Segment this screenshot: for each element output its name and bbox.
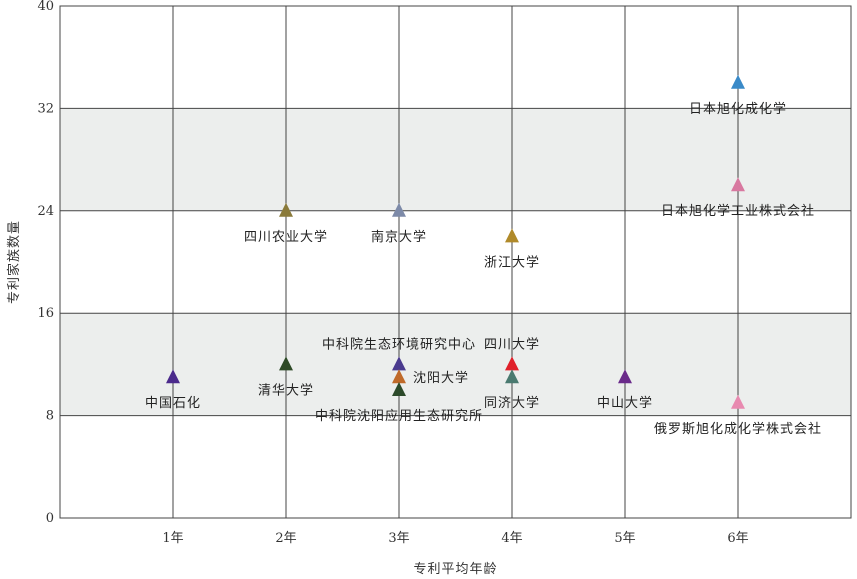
point-marker (392, 382, 406, 396)
x-tick-label: 1年 (162, 531, 183, 546)
point-marker (392, 369, 406, 384)
point-label: 中科院生态环境研究中心 (322, 337, 476, 352)
point-label: 日本旭化成化学 (689, 101, 787, 117)
data-points (166, 74, 745, 409)
x-tick-label: 2年 (275, 531, 296, 546)
y-tick-label: 40 (37, 0, 54, 14)
y-tick-label: 32 (37, 101, 54, 116)
point-marker (279, 356, 293, 371)
point-label: 清华大学 (258, 382, 314, 398)
grid-lines (60, 5, 851, 519)
point-label: 俄罗斯旭化成化学株式会社 (654, 421, 822, 437)
x-tick-labels: 1年 2年 3年 4年 5年 6年 (162, 531, 748, 546)
point-marker (731, 394, 745, 409)
point-label: 四川农业大学 (244, 229, 328, 245)
y-tick-labels: 0 8 16 24 32 40 (37, 0, 54, 526)
point-marker (166, 369, 180, 384)
x-tick-label: 5年 (614, 531, 635, 546)
point-label: 中国石化 (145, 396, 201, 411)
point-label: 中山大学 (597, 395, 653, 411)
x-axis-title: 专利平均年龄 (413, 562, 497, 577)
point-label: 浙江大学 (484, 254, 540, 270)
y-tick-label: 0 (46, 511, 54, 526)
x-tick-label: 6年 (727, 531, 748, 546)
point-marker (279, 202, 293, 217)
x-tick-label: 4年 (501, 531, 522, 546)
y-axis-title: 专利家族数量 (6, 220, 22, 304)
point-label: 中科院沈阳应用生态研究所 (315, 408, 483, 424)
point-label: 四川大学 (484, 336, 540, 352)
point-marker (731, 177, 745, 192)
point-label: 日本旭化学工业株式会社 (661, 203, 815, 219)
point-label: 同济大学 (484, 395, 540, 411)
point-label: 沈阳大学 (413, 370, 469, 386)
y-tick-label: 16 (37, 306, 54, 321)
x-tick-label: 3年 (388, 531, 409, 546)
point-marker (505, 228, 519, 243)
shaded-bands (60, 108, 851, 416)
point-marker (392, 202, 406, 217)
point-marker (731, 74, 745, 89)
point-marker (505, 369, 519, 384)
point-marker (618, 369, 632, 384)
point-marker (505, 356, 519, 371)
point-label: 南京大学 (371, 229, 427, 245)
shaded-band (60, 108, 851, 211)
plot-frame (59, 5, 852, 519)
y-tick-label: 8 (46, 409, 54, 424)
point-marker (392, 356, 406, 371)
y-tick-label: 24 (37, 204, 54, 219)
shaded-band (60, 313, 851, 416)
